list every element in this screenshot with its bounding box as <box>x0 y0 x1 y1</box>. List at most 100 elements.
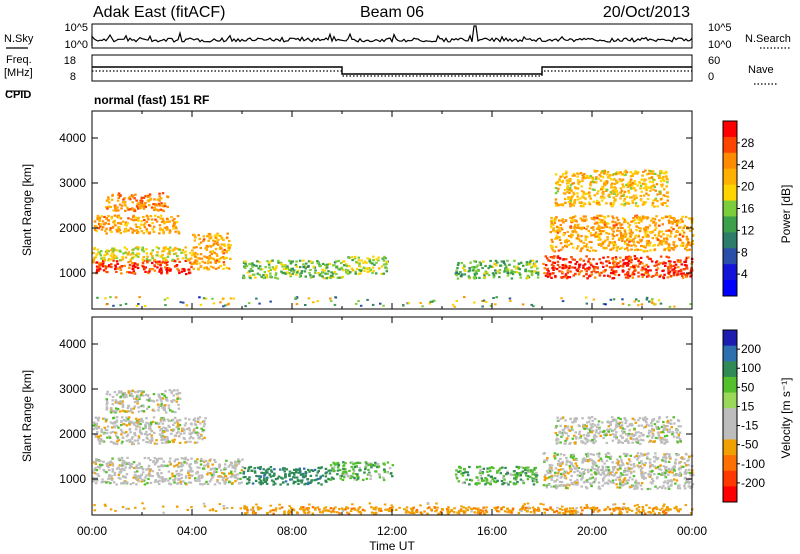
velocity-cell-band-6 <box>684 468 688 472</box>
power-cell-band-9 <box>618 229 622 233</box>
velocity-cell-band-0 <box>158 457 161 460</box>
power-cell-band-6 <box>366 270 370 273</box>
power-near-range-cell <box>247 302 251 305</box>
velocity-cell-band-5 <box>456 477 459 480</box>
velocity-cell-band-0 <box>203 482 207 485</box>
velocity-cell-band-0 <box>137 467 140 470</box>
velocity-cell-band-1 <box>111 426 114 429</box>
velocity-cell-band-2 <box>171 399 175 402</box>
power-cell-band-8 <box>564 273 568 276</box>
velocity-cell-band-0 <box>129 464 132 468</box>
velocity-cell-band-1 <box>92 424 96 427</box>
velocity-cell-band-0 <box>143 456 147 460</box>
velocity-cell-band-2 <box>106 390 109 393</box>
power-cell-band-7 <box>474 260 478 263</box>
power-cell-band-9 <box>564 244 567 247</box>
velocity-cell-band-6 <box>630 463 633 466</box>
power-cell-band-9 <box>646 244 650 247</box>
power-cell-band-10 <box>656 193 659 196</box>
power-cell-band-4 <box>225 256 228 259</box>
velocity-cell-band-0 <box>107 469 111 472</box>
power-cell-band-0 <box>101 265 105 268</box>
power-cell-band-9 <box>681 241 684 244</box>
velocity-cell-band-6 <box>551 476 554 479</box>
power-cell-band-9 <box>668 249 671 252</box>
velocity-cell-band-6 <box>570 454 573 457</box>
power-cell-band-4 <box>209 256 212 259</box>
power-cell-band-2 <box>116 230 119 233</box>
power-cell-band-8 <box>664 264 667 267</box>
power-cell-band-0 <box>144 270 147 273</box>
velocity-cell-band-7 <box>679 425 682 428</box>
velocity-cell-band-1 <box>145 417 148 420</box>
velocity-cell-band-6 <box>670 484 673 487</box>
velocity-cell-band-6 <box>618 463 621 467</box>
velocity-cell-band-5 <box>482 479 486 482</box>
power-cell-band-5 <box>331 264 335 267</box>
power-cell-band-9 <box>637 218 641 221</box>
power-cell-band-5 <box>305 262 308 265</box>
power-cell-band-6 <box>371 262 374 265</box>
velocity-cell-band-1 <box>134 434 137 437</box>
velocity-cell-band-0 <box>131 462 134 466</box>
power-cell-band-9 <box>679 244 683 247</box>
power-cell-band-9 <box>569 242 573 245</box>
power-cell-band-10 <box>565 170 568 173</box>
velocity-cell-band-3 <box>307 481 310 484</box>
power-near-range-cell <box>627 304 631 307</box>
power-cell-band-0 <box>116 267 119 270</box>
power-cell-band-3 <box>150 206 154 209</box>
power-cell-band-4 <box>203 266 207 269</box>
power-cell-band-9 <box>571 233 574 237</box>
velocity-cell-band-1 <box>116 436 119 439</box>
velocity-cell-band-6 <box>689 485 692 488</box>
power-cell-band-5 <box>327 276 330 279</box>
power-cell-band-1 <box>184 256 188 259</box>
power-cell-band-9 <box>689 225 693 229</box>
velocity-cell-band-0 <box>189 481 193 484</box>
velocity-cell-band-6 <box>619 482 622 485</box>
velocity-cell-band-6 <box>590 453 593 456</box>
power-cell-band-4 <box>206 235 209 238</box>
power-cell-band-9 <box>549 245 553 248</box>
velocity-cell-band-3 <box>259 466 262 469</box>
power-cell-band-8 <box>633 267 637 270</box>
power-cell-band-1 <box>168 253 171 256</box>
velocity-cell-band-0 <box>241 458 244 461</box>
power-cell-band-10 <box>593 188 596 191</box>
power-cell-band-8 <box>637 258 640 261</box>
velocity-cell-band-1 <box>142 427 145 430</box>
power-cell-band-3 <box>112 209 115 212</box>
power-cell-band-0 <box>149 268 152 271</box>
velocity-cell-band-1 <box>137 420 141 424</box>
velocity-cell-band-7 <box>630 422 633 425</box>
velocity-cell-band-3 <box>324 475 328 478</box>
power-cell-band-5 <box>307 260 311 263</box>
velocity-cell-band-1 <box>151 420 155 423</box>
power-cell-band-8 <box>587 268 591 271</box>
velocity-cell-band-0 <box>224 467 228 471</box>
power-cell-band-9 <box>675 244 679 247</box>
power-cell-band-0 <box>120 272 123 275</box>
velocity-cell-band-6 <box>597 481 601 484</box>
velocity-cell-band-1 <box>113 426 116 429</box>
velocity-cell-band-0 <box>96 465 100 468</box>
velocity-cell-band-0 <box>200 476 204 479</box>
velocity-cell-band-0 <box>97 474 101 477</box>
velocity-cell-band-7 <box>557 419 561 422</box>
velocity-cell-band-6 <box>590 473 593 476</box>
power-cell-band-7 <box>518 273 522 276</box>
power-cell-band-5 <box>319 274 322 277</box>
power-cell-band-1 <box>167 247 170 251</box>
power-cell-band-5 <box>284 272 288 275</box>
velocity-cell-band-6 <box>686 471 689 474</box>
power-cell-band-2 <box>117 216 121 219</box>
velocity-cell-band-3 <box>258 477 261 480</box>
power-cell-band-9 <box>564 219 568 222</box>
power-cell-band-5 <box>243 266 247 269</box>
power-cell-band-9 <box>638 230 642 233</box>
velocity-cell-band-3 <box>272 483 275 486</box>
power-cell-band-7 <box>510 271 513 274</box>
velocity-cell-band-7 <box>662 438 665 441</box>
power-cell-band-9 <box>570 219 574 222</box>
